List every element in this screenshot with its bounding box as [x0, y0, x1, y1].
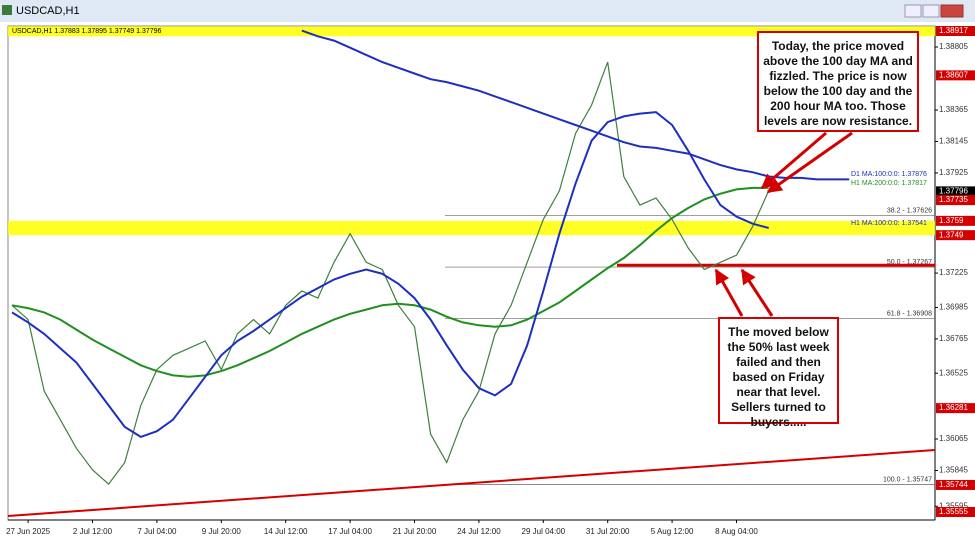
y-tick-label: 1.35845: [939, 466, 968, 475]
y-tick-label: 1.36065: [939, 434, 968, 443]
x-tick-label: 24 Jul 12:00: [457, 527, 501, 536]
y-tick-label: 1.38365: [939, 105, 968, 114]
zone: [8, 220, 935, 236]
price-level-tag: [936, 403, 975, 414]
price-level-label: 1.37796: [939, 186, 968, 195]
x-tick-label: 31 Jul 20:00: [586, 527, 630, 536]
chart-layer: 38.2 - 1.37626 50.0 - 1.37267 61.8 - 1.369…: [8, 26, 935, 485]
trendline: [7, 449, 936, 517]
price-level-label: 1.3759: [939, 216, 964, 225]
y-tick-label: 1.37225: [939, 268, 968, 277]
series-label: H1 MA:200:0:0: 1.37817: [851, 180, 927, 187]
annotation: The moved below the 50% last week failed…: [718, 317, 839, 429]
y-tick-label: 1.38805: [939, 42, 968, 51]
arrow: [740, 268, 774, 317]
series-line: [11, 186, 769, 378]
series-line: [11, 61, 770, 485]
arrow: [766, 131, 853, 194]
x-tick-label: 27 Jun 2025: [6, 527, 51, 536]
price-level-label: 1.35555: [939, 507, 968, 516]
y-tick-label: 1.36525: [939, 368, 968, 377]
x-tick-label: 29 Jul 04:00: [522, 527, 566, 536]
fib-label: 38.2 - 1.37626: [887, 208, 932, 215]
price-level-label: 1.37735: [939, 195, 968, 204]
zone: [8, 26, 935, 37]
x-tick-label: 9 Jul 20:00: [202, 527, 242, 536]
fib-label: 50.0 - 1.37267: [887, 259, 932, 266]
x-tick-label: 7 Jul 04:00: [137, 527, 177, 536]
y-tick-label: 1.36985: [939, 303, 968, 312]
x-tick-label: 21 Jul 20:00: [393, 527, 437, 536]
price-level-tag: [936, 195, 975, 206]
chart-info: USDCAD,H1 1.37883 1.37895 1.37749 1.3779…: [12, 28, 162, 35]
series-label: H1 MA:100:0:0: 1.37541: [851, 220, 927, 227]
arrow: [714, 268, 744, 317]
annotation: Today, the price moved above the 100 day…: [757, 31, 919, 132]
app-icon: [2, 5, 12, 15]
y-tick-label: 1.37925: [939, 168, 968, 177]
y-tick-label: 1.35595: [939, 501, 968, 510]
price-level-tag: [936, 26, 975, 37]
minimize-button[interactable]: [904, 4, 922, 18]
maximize-button[interactable]: [922, 4, 940, 18]
price-level-label: 1.38607: [939, 70, 968, 79]
price-level-label: 1.3749: [939, 230, 964, 239]
price-level-label: 1.38917: [939, 26, 968, 35]
x-tick-label: 5 Aug 12:00: [651, 527, 694, 536]
x-tick-label: 2 Jul 12:00: [73, 527, 113, 536]
window-title: USDCAD,H1: [16, 5, 80, 17]
series-line: [11, 111, 769, 439]
series-line: [301, 29, 850, 181]
x-tick-label: 8 Aug 04:00: [715, 527, 758, 536]
x-tick-label: 17 Jul 04:00: [328, 527, 372, 536]
y-tick-label: 1.38145: [939, 137, 968, 146]
fib-label: 100.0 - 1.35747: [883, 476, 932, 483]
series-label: D1 MA:100:0:0: 1.37876: [851, 171, 927, 178]
price-level-tag: [936, 230, 975, 241]
price-level-tag: [936, 479, 975, 490]
y-tick-label: 1.36765: [939, 334, 968, 343]
price-level-tag: [936, 215, 975, 226]
price-level-tag: [936, 506, 975, 517]
title-bar: [0, 0, 975, 22]
price-level-tag: [936, 70, 975, 81]
price-level-tag: [936, 186, 975, 197]
x-tick-label: 14 Jul 12:00: [264, 527, 308, 536]
fib-label: 61.8 - 1.36908: [887, 310, 932, 317]
close-button[interactable]: [940, 4, 964, 18]
price-level-label: 1.36281: [939, 403, 968, 412]
price-level-label: 1.35744: [939, 480, 968, 489]
